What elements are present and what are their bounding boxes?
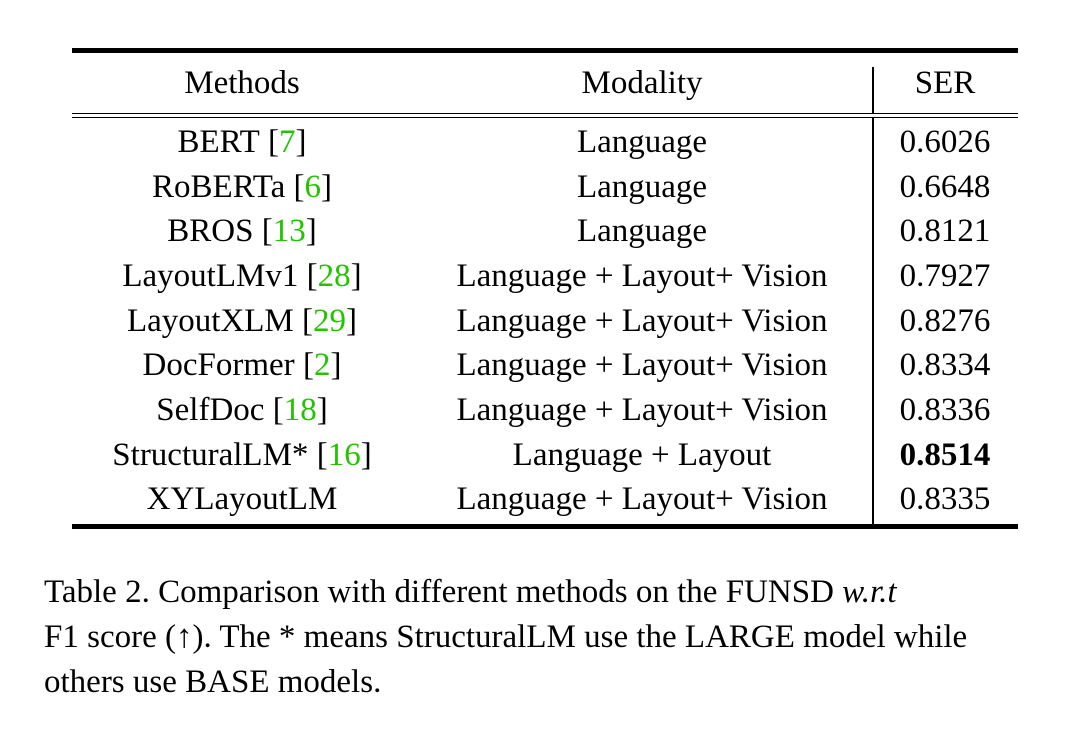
modality-cell: Language + Layout+ Vision xyxy=(456,302,828,339)
modality-cell: Language + Layout+ Vision xyxy=(456,391,828,428)
method-cell: LayoutXLM [29] xyxy=(126,302,358,339)
table-row: BROS [13] Language 0.8121 xyxy=(72,209,1018,254)
method-cell: SelfDoc [18] xyxy=(156,391,328,428)
ser-score-cell: 0.6026 xyxy=(899,123,991,160)
table-body: BERT [7] Language 0.6026 RoBERTa [6] Languag… xyxy=(72,118,1018,525)
citation-link[interactable]: 13 xyxy=(272,213,306,250)
header-modality: Modality xyxy=(581,64,703,101)
ser-score-cell: 0.8514 xyxy=(899,436,991,473)
citation-link[interactable]: 6 xyxy=(304,168,321,205)
table-top-rule xyxy=(72,48,1018,53)
method-cell: StructuralLM* [16] xyxy=(112,436,372,473)
modality-cell: Language + Layout+ Vision xyxy=(456,481,828,518)
citation-link[interactable]: 29 xyxy=(313,302,347,339)
method-name: SelfDoc xyxy=(156,391,265,428)
modality-cell: Language + Layout+ Vision xyxy=(456,347,828,384)
method-cell: BROS [13] xyxy=(167,213,317,250)
method-cell: DocFormer [2] xyxy=(142,347,342,384)
table-row: RoBERTa [6] Language 0.6648 xyxy=(72,165,1018,210)
method-name: BROS xyxy=(167,213,254,250)
citation-link[interactable]: 7 xyxy=(279,123,296,160)
modality-cell: Language xyxy=(576,123,708,160)
modality-cell: Language xyxy=(576,168,708,205)
method-name: RoBERTa xyxy=(152,168,286,205)
method-cell: LayoutLMv1 [28] xyxy=(122,257,362,294)
method-cell: BERT [7] xyxy=(177,123,307,160)
method-name: StructuralLM* xyxy=(112,436,309,473)
table-row: LayoutXLM [29] Language + Layout+ Vision 0… xyxy=(72,299,1018,344)
ser-score-cell: 0.8276 xyxy=(899,302,991,339)
table-row: XYLayoutLM Language + Layout+ Vision 0.833… xyxy=(72,478,1018,523)
citation-link[interactable]: 2 xyxy=(313,347,331,384)
caption-text: Table 2. Comparison with different metho… xyxy=(44,574,843,610)
method-name: DocFormer xyxy=(142,347,295,384)
ser-score-cell: 0.7927 xyxy=(899,257,991,294)
ser-score-cell: 0.8334 xyxy=(899,347,991,384)
ser-score-cell: 0.8121 xyxy=(899,213,991,250)
method-cell: RoBERTa [6] xyxy=(152,168,332,205)
comparison-table: Methods Modality SER BERT [7] Language 0.6… xyxy=(72,48,1018,530)
method-cell: XYLayoutLM xyxy=(72,478,412,523)
table-row: SelfDoc [18] Language + Layout+ Vision 0.8… xyxy=(72,388,1018,433)
table-caption: Table 2. Comparison with different metho… xyxy=(44,570,1044,705)
column-divider xyxy=(872,67,874,113)
column-divider xyxy=(872,118,874,525)
method-name: LayoutLMv1 xyxy=(122,257,299,294)
method-name: BERT xyxy=(177,123,260,160)
table-row: DocFormer [2] Language + Layout+ Vision 0.… xyxy=(72,343,1018,388)
ser-score-cell: 0.8336 xyxy=(899,391,991,428)
modality-cell: Language + Layout+ Vision xyxy=(456,257,828,294)
table-bottom-rule xyxy=(72,524,1018,530)
method-name: XYLayoutLM xyxy=(146,481,338,518)
modality-cell: Language xyxy=(576,213,708,250)
ser-score-cell: 0.8335 xyxy=(899,481,991,518)
citation-link[interactable]: 16 xyxy=(327,436,361,473)
method-name: LayoutXLM xyxy=(126,302,294,339)
header-methods: Methods xyxy=(184,64,300,101)
header-double-rule xyxy=(72,113,1018,118)
citation-link[interactable]: 28 xyxy=(317,257,351,294)
ser-score-cell: 0.6648 xyxy=(899,168,991,205)
header-ser: SER xyxy=(914,64,976,101)
caption-text-rest: F1 score (↑). The * means StructuralLM u… xyxy=(44,619,968,700)
citation-link[interactable]: 18 xyxy=(283,391,317,428)
table-row: StructuralLM* [16] Language + Layout 0.851… xyxy=(72,433,1018,478)
table-header-row: Methods Modality SER xyxy=(72,53,1018,113)
table-row: LayoutLMv1 [28] Language + Layout+ Vision… xyxy=(72,254,1018,299)
caption-italic: w.r.t xyxy=(842,574,897,610)
modality-cell: Language + Layout xyxy=(512,436,772,473)
table-row: BERT [7] Language 0.6026 xyxy=(72,120,1018,165)
